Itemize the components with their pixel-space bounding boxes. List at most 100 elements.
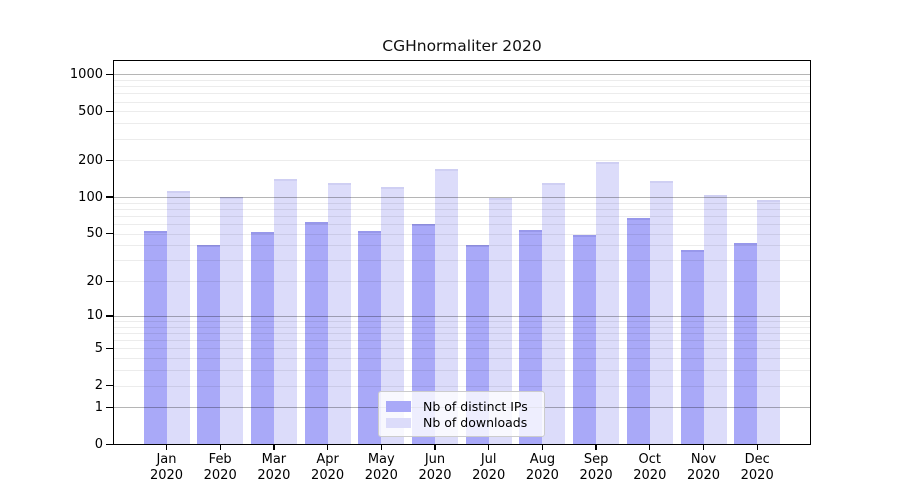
gridline-major-1000	[113, 74, 811, 76]
bar-downloads-jun	[435, 168, 458, 445]
bar-distinct-ips-oct	[626, 217, 650, 445]
x-tick-sep	[595, 444, 597, 450]
gridline-minor-90	[113, 202, 811, 204]
gridline-minor-500	[113, 111, 811, 113]
y-tick-label-200: 200	[78, 152, 103, 168]
x-tick-label-may: May 2020	[364, 452, 398, 483]
bar-distinct-ips-jun	[412, 224, 435, 445]
legend-item-distinct-ips: Nb of distinct IPs	[386, 398, 536, 415]
gridline-minor-9	[113, 321, 811, 323]
x-tick-label-jul: Jul 2020	[472, 452, 506, 483]
gridline-minor-4	[113, 358, 811, 360]
x-tick-jan	[165, 444, 168, 450]
bar-distinct-ips-apr	[304, 222, 328, 445]
y-tick-100	[106, 196, 113, 198]
y-tick-label-1000: 1000	[69, 66, 103, 82]
bar-distinct-ips-aug	[519, 229, 543, 445]
x-tick-oct	[649, 444, 651, 450]
y-tick-label-20: 20	[86, 273, 103, 289]
legend-swatch-downloads	[386, 417, 411, 428]
gridline-minor-700	[113, 93, 811, 95]
y-tick-50	[106, 233, 113, 235]
bar-distinct-ips-feb	[197, 245, 221, 445]
gridline-minor-60	[113, 224, 811, 226]
x-tick-dec	[756, 444, 758, 450]
bar-downloads-sep	[596, 161, 620, 445]
gridline-minor-3	[113, 370, 811, 372]
x-tick-label-apr: Apr 2020	[311, 452, 345, 483]
bar-distinct-ips-jan	[143, 230, 167, 445]
bar-downloads-dec	[757, 199, 781, 445]
x-tick-label-aug: Aug 2020	[525, 452, 559, 483]
gridline-minor-900	[113, 79, 811, 81]
y-tick-0	[106, 443, 113, 446]
gridline-minor-200	[113, 160, 811, 162]
gridline-major-10	[113, 315, 811, 317]
bar-downloads-feb	[220, 197, 244, 445]
x-tick-label-jun: Jun 2020	[418, 452, 452, 483]
bar-downloads-mar	[273, 179, 297, 445]
y-tick-label-100: 100	[78, 189, 103, 205]
legend: Nb of distinct IPs Nb of downloads	[378, 391, 545, 437]
bar-distinct-ips-dec	[734, 242, 758, 445]
bar-downloads-jul	[488, 198, 512, 445]
y-tick-label-2: 2	[94, 378, 103, 394]
x-tick-mar	[273, 444, 275, 450]
x-tick-label-dec: Dec 2020	[740, 452, 774, 483]
legend-item-downloads: Nb of downloads	[386, 415, 536, 432]
bar-downloads-nov	[703, 195, 727, 445]
y-tick-label-0: 0	[94, 437, 103, 452]
plot-area-border	[113, 60, 811, 445]
bar-downloads-may	[381, 187, 405, 445]
x-tick-label-sep: Sep 2020	[579, 452, 613, 483]
gridline-minor-50	[113, 233, 811, 235]
gridline-minor-6	[113, 340, 811, 342]
x-tick-label-jan: Jan 2020	[149, 452, 184, 483]
gridline-minor-70	[113, 216, 811, 218]
gridline-minor-7	[113, 333, 811, 335]
gridline-minor-800	[113, 86, 811, 88]
x-tick-apr	[326, 444, 329, 450]
gridline-minor-400	[113, 123, 811, 125]
y-tick-label-500: 500	[78, 103, 103, 119]
x-tick-feb	[219, 444, 221, 450]
y-tick-1	[106, 406, 113, 409]
y-tick-10	[106, 315, 113, 317]
gridline-minor-8	[113, 326, 811, 328]
x-tick-label-oct: Oct 2020	[633, 452, 667, 483]
x-tick-nov	[702, 444, 705, 450]
x-tick-jun	[434, 444, 436, 450]
gridline-minor-80	[113, 208, 811, 210]
y-tick-label-1: 1	[94, 399, 103, 415]
y-tick-1000	[106, 73, 113, 75]
y-tick-5	[106, 347, 113, 350]
x-tick-label-mar: Mar 2020	[257, 452, 291, 483]
y-tick-label-5: 5	[94, 340, 103, 356]
gridline-minor-2	[113, 385, 811, 387]
bar-distinct-ips-sep	[573, 234, 597, 445]
x-tick-jul	[488, 444, 490, 450]
y-tick-500	[106, 110, 113, 113]
legend-label-distinct-ips: Nb of distinct IPs	[423, 398, 528, 414]
gridline-minor-20	[113, 281, 811, 283]
y-tick-label-10: 10	[86, 308, 103, 324]
bar-downloads-aug	[542, 183, 566, 445]
x-tick-aug	[541, 444, 544, 450]
y-tick-2	[106, 384, 113, 387]
gridline-minor-5	[113, 348, 811, 350]
legend-swatch-distinct-ips	[386, 401, 411, 412]
y-tick-label-50: 50	[86, 226, 103, 242]
y-tick-200	[106, 159, 113, 161]
legend-label-downloads: Nb of downloads	[423, 415, 528, 431]
x-tick-may	[380, 444, 382, 450]
x-tick-label-feb: Feb 2020	[203, 452, 237, 483]
gridline-minor-600	[113, 101, 811, 103]
gridline-minor-300	[113, 138, 811, 140]
bar-downloads-oct	[649, 181, 673, 445]
bar-distinct-ips-may	[358, 230, 382, 445]
gridline-minor-40	[113, 245, 811, 247]
bar-distinct-ips-mar	[250, 231, 274, 445]
x-tick-label-nov: Nov 2020	[686, 452, 721, 483]
gridline-major-100	[113, 197, 811, 199]
